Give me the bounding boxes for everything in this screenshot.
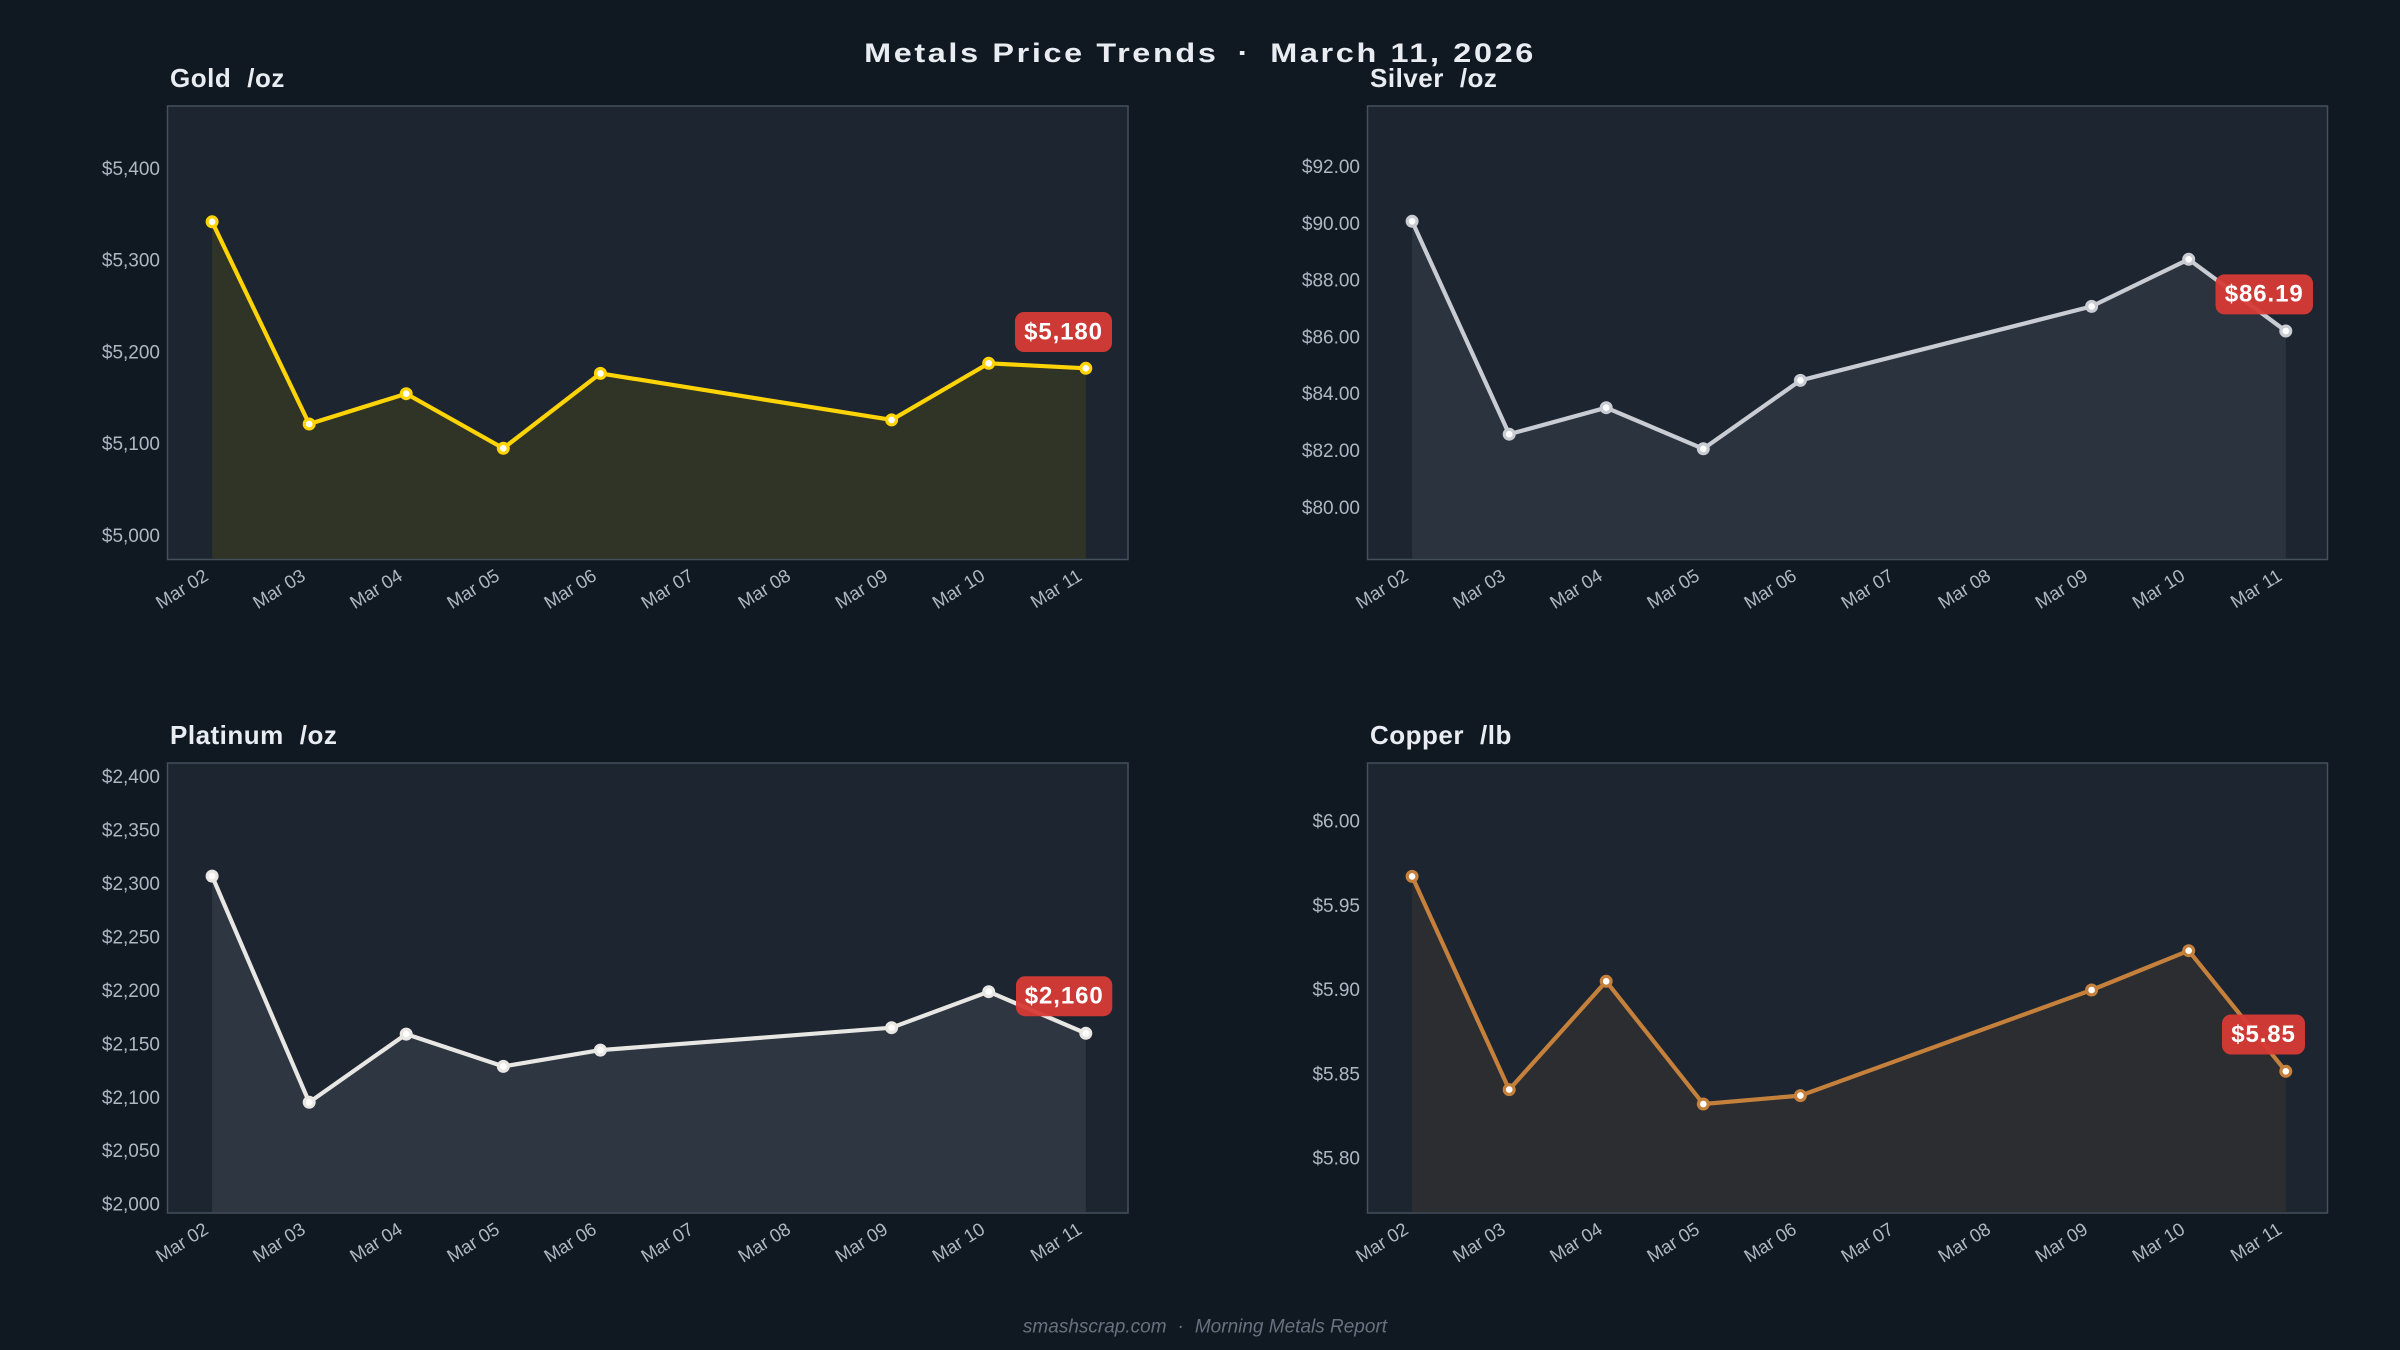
svg-text:Mar 04: Mar 04 [346,1218,406,1266]
svg-text:Gold/oz: Gold/oz [170,63,285,93]
svg-text:Mar 10: Mar 10 [2128,1218,2188,1266]
svg-text:Platinum/oz: Platinum/oz [170,720,337,750]
svg-text:Mar 08: Mar 08 [734,1218,794,1266]
svg-text:Mar 11: Mar 11 [1027,565,1086,613]
svg-text:$2,150: $2,150 [102,1034,160,1055]
svg-text:$2,100: $2,100 [102,1088,160,1109]
svg-text:$2,000: $2,000 [102,1195,160,1216]
svg-text:$2,160: $2,160 [1025,983,1104,1010]
svg-text:Mar 04: Mar 04 [1546,1218,1606,1266]
svg-text:Mar 02: Mar 02 [1352,1218,1412,1266]
svg-text:Mar 06: Mar 06 [1740,565,1800,613]
svg-text:$82.00: $82.00 [1302,441,1360,462]
svg-text:$5,000: $5,000 [102,526,160,547]
svg-text:Mar 03: Mar 03 [1449,1218,1509,1266]
svg-text:$5,400: $5,400 [102,159,160,180]
svg-text:Mar 08: Mar 08 [734,565,794,613]
svg-text:Mar 02: Mar 02 [152,1218,212,1266]
svg-text:$88.00: $88.00 [1302,271,1360,292]
svg-text:smashscrap.com·Morning Metals: smashscrap.com · Morning Metals Report [1023,1317,1388,1338]
svg-text:$5.85: $5.85 [2231,1021,2296,1048]
svg-text:Mar 08: Mar 08 [1934,565,1994,613]
svg-text:$6.00: $6.00 [1312,812,1360,833]
svg-text:$86.19: $86.19 [2225,281,2304,308]
svg-text:$2,200: $2,200 [102,981,160,1002]
svg-text:$92.00: $92.00 [1302,157,1360,178]
svg-text:Copper/lb: Copper/lb [1370,720,1512,750]
svg-text:Mar 11: Mar 11 [2227,1218,2286,1266]
svg-text:Mar 04: Mar 04 [346,565,406,613]
svg-text:Mar 09: Mar 09 [831,1218,891,1266]
svg-text:$90.00: $90.00 [1302,214,1360,235]
svg-text:Mar 11: Mar 11 [1027,1218,1086,1266]
svg-text:$5,300: $5,300 [102,251,160,272]
svg-text:$2,350: $2,350 [102,821,160,842]
svg-text:$2,300: $2,300 [102,874,160,895]
svg-text:$86.00: $86.00 [1302,327,1360,348]
svg-text:Mar 02: Mar 02 [152,565,212,613]
svg-text:Mar 03: Mar 03 [249,565,309,613]
svg-text:$84.00: $84.00 [1302,384,1360,405]
svg-text:Mar 05: Mar 05 [443,1218,503,1266]
svg-text:Mar 09: Mar 09 [2031,565,2091,613]
svg-text:$5.85: $5.85 [1312,1064,1360,1085]
svg-text:Mar 05: Mar 05 [1643,565,1703,613]
svg-text:Mar 07: Mar 07 [637,565,697,613]
svg-text:Mar 06: Mar 06 [1740,1218,1800,1266]
svg-text:Mar 09: Mar 09 [2031,1218,2091,1266]
svg-text:Mar 10: Mar 10 [928,565,988,613]
svg-text:Mar 10: Mar 10 [2128,565,2188,613]
svg-text:$5.95: $5.95 [1312,896,1360,917]
svg-text:$80.00: $80.00 [1302,498,1360,519]
svg-text:$2,400: $2,400 [102,767,160,788]
svg-text:Mar 03: Mar 03 [1449,565,1509,613]
svg-text:Mar 07: Mar 07 [1837,565,1897,613]
svg-text:Mar 02: Mar 02 [1352,565,1412,613]
svg-text:Mar 06: Mar 06 [540,1218,600,1266]
svg-text:Mar 09: Mar 09 [831,565,891,613]
svg-text:$5,100: $5,100 [102,434,160,455]
svg-text:Mar 07: Mar 07 [1837,1218,1897,1266]
svg-text:Mar 08: Mar 08 [1934,1218,1994,1266]
svg-text:Mar 04: Mar 04 [1546,565,1606,613]
svg-text:$5.80: $5.80 [1312,1149,1360,1170]
svg-text:$5,200: $5,200 [102,342,160,363]
svg-text:$5,180: $5,180 [1024,318,1103,345]
svg-text:$5.90: $5.90 [1312,980,1360,1001]
svg-text:Mar 11: Mar 11 [2227,565,2286,613]
svg-text:Mar 05: Mar 05 [1643,1218,1703,1266]
svg-text:Mar 10: Mar 10 [928,1218,988,1266]
svg-text:Silver/oz: Silver/oz [1370,63,1497,93]
svg-text:$2,050: $2,050 [102,1141,160,1162]
svg-text:Mar 06: Mar 06 [540,565,600,613]
svg-text:Metals Price Trends·March 11,: Metals Price Trends · March 11, 2026 [864,38,1536,68]
svg-text:Mar 03: Mar 03 [249,1218,309,1266]
svg-text:$2,250: $2,250 [102,927,160,948]
svg-text:Mar 05: Mar 05 [443,565,503,613]
svg-text:Mar 07: Mar 07 [637,1218,697,1266]
